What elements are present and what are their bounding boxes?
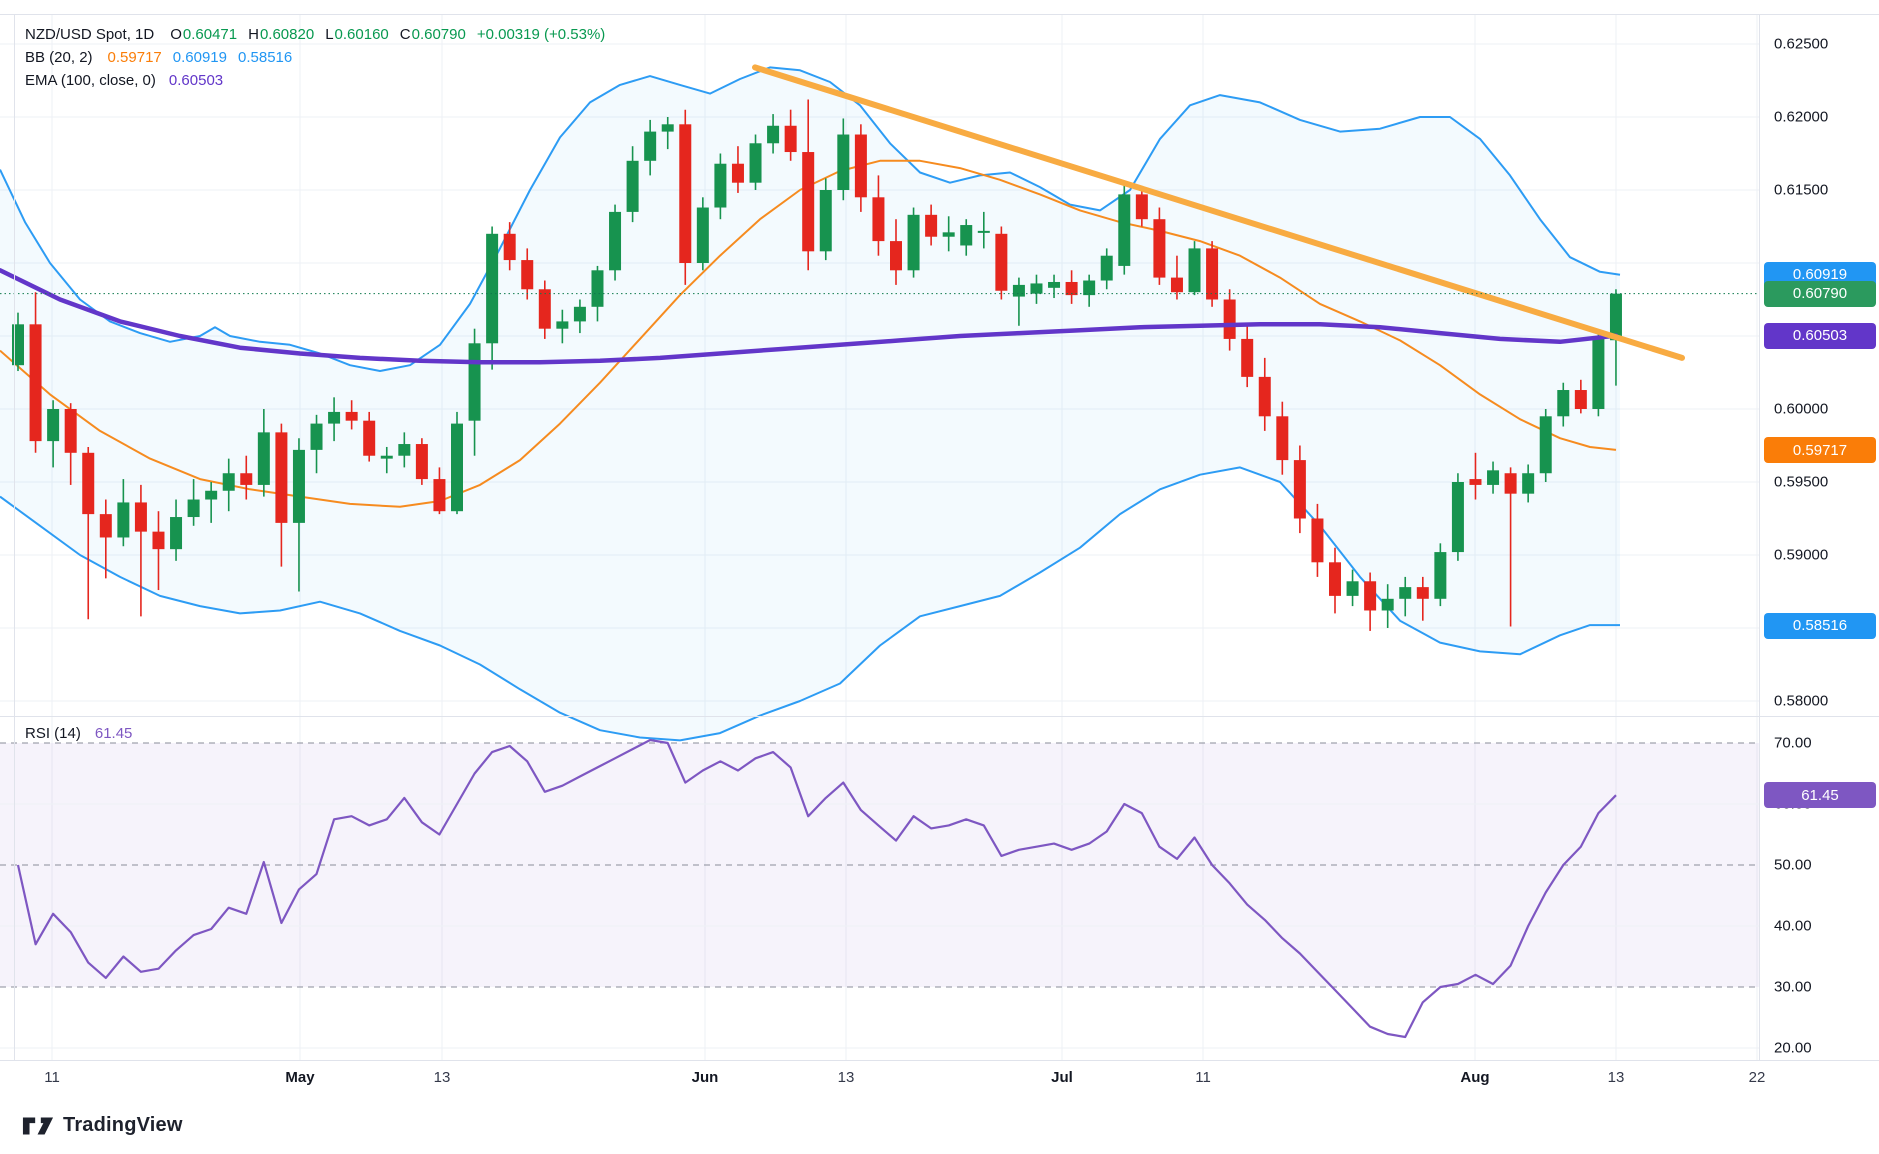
candles-layer [12,99,1622,631]
price-badge-0.58516: 0.58516 [1764,612,1876,639]
time-axis-label-Aug: Aug [1460,1069,1490,1086]
rsi-axis-label: 50.00 [1774,856,1812,874]
time-axis-label-May: May [285,1069,315,1086]
ema-legend-row[interactable]: EMA (100, close, 0) 0.60503 [25,72,223,89]
price-axis-label: 0.59000 [1774,546,1829,564]
tradingview-logo-text: TradingView [63,1114,183,1136]
rsi-legend-row[interactable]: RSI (14) 61.45 [25,725,132,742]
time-axis-label-13: 13 [1607,1069,1625,1086]
ema-legend-row-value: EMA (100, close, 0) [25,72,156,89]
time-axis-label-13: 13 [433,1069,451,1086]
symbol-legend-row-value: O [170,26,182,43]
price-axis-label: 0.61500 [1774,181,1829,199]
rsi-axis-label: 20.00 [1774,1039,1812,1057]
symbol-legend-row-value: NZD/USD Spot, 1D [25,26,155,43]
rsi-axis-label: 30.00 [1774,978,1812,996]
price-axis-label: 0.58000 [1774,692,1829,710]
symbol-legend-row-value: C [399,26,411,43]
symbol-legend-row-value: 0.60160 [334,26,389,43]
bb-legend-row-value: 0.58516 [238,49,293,66]
symbol-legend-row-value: 0.60790 [411,26,466,43]
price-axis-label: 0.59500 [1774,473,1829,491]
symbol-legend-row[interactable]: NZD/USD Spot, 1D O0.60471 H0.60820 L0.60160… [25,26,605,43]
ema-legend-row-value: 0.60503 [168,72,224,89]
symbol-legend-row-value: H [248,26,259,43]
rsi-axis-label: 40.00 [1774,917,1812,935]
tradingview-logo[interactable]: TradingView [22,1114,183,1137]
bb-legend-row-value: 0.59717 [107,49,162,66]
price-axis-label: 0.62500 [1774,35,1829,53]
rsi-badge: 61.45 [1764,782,1876,809]
symbol-legend-row-value: 0.60820 [259,26,315,43]
time-axis-label-11: 11 [1195,1069,1211,1086]
price-badge-0.60503: 0.60503 [1764,322,1876,349]
bb-legend-row-value: BB (20, 2) [25,49,93,66]
bb-legend-row-value: 0.60919 [172,49,227,66]
time-axis-label-11: 11 [44,1069,60,1086]
time-axis[interactable] [0,1060,1879,1100]
tradingview-logo-icon [22,1117,54,1134]
pane-separator[interactable] [0,716,1879,717]
bb-legend-row[interactable]: BB (20, 2) 0.59717 0.60919 0.58516 [25,49,292,66]
time-axis-label-13: 13 [837,1069,855,1086]
time-axis-label-Jun: Jun [691,1069,719,1086]
rsi-axis-label: 70.00 [1774,734,1812,752]
symbol-legend-row-value: +0.00319 (+0.53%) [476,26,606,43]
rsi-legend-row-value: 61.45 [94,725,133,742]
price-axis-label: 0.62000 [1774,108,1829,126]
chart-canvas[interactable] [0,0,1759,1060]
rsi-legend-row-value: RSI (14) [25,725,81,742]
chart-top-border [0,14,1879,15]
chart-left-border [14,14,15,1060]
price-axis[interactable] [1759,14,1879,1060]
symbol-legend-row-value: 0.60471 [182,26,238,43]
price-badge-0.59717: 0.59717 [1764,437,1876,464]
symbol-legend-row-value: L [325,26,334,43]
price-badge-0.60790: 0.60790 [1764,280,1876,307]
price-axis-label: 0.60000 [1774,400,1829,418]
time-axis-label-22: 22 [1748,1069,1766,1086]
time-axis-border [0,1060,1879,1061]
time-axis-label-Jul: Jul [1051,1069,1073,1086]
